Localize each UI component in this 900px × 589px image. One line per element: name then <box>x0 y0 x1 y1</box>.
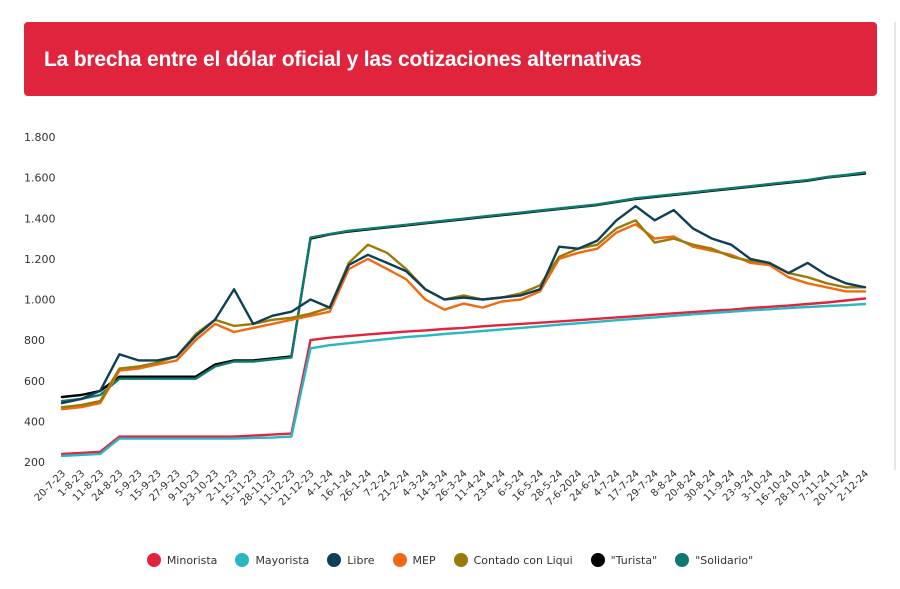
series-line-3 <box>60 223 867 411</box>
legend-marker <box>146 553 161 567</box>
legend-item-2[interactable]: Libre <box>327 553 375 567</box>
legend-item-1[interactable]: Mayorista <box>235 553 309 567</box>
y-tick-label: 1.400 <box>24 212 56 225</box>
series-lines <box>60 171 867 458</box>
title-banner: La brecha entre el dólar oficial y las c… <box>24 22 877 96</box>
series-line-4 <box>60 219 867 409</box>
series-line-1 <box>60 302 867 458</box>
legend-marker <box>235 553 250 567</box>
legend-marker <box>675 553 690 567</box>
line-chart: 200 400 600 800 1.000 1.200 1.400 1.600 1.800 20… <box>24 131 871 508</box>
y-axis: 200 400 600 800 1.000 1.200 1.400 1.600 1.800 <box>24 131 56 469</box>
panel-divider <box>894 22 896 470</box>
y-tick-label: 1.600 <box>24 172 56 185</box>
legend-marker <box>453 553 468 567</box>
legend-label: MEP <box>412 553 436 567</box>
legend-label: Contado con Liqui <box>473 553 573 567</box>
y-tick-label: 600 <box>24 375 45 388</box>
legend-marker <box>590 553 605 567</box>
y-tick-label: 200 <box>24 456 45 469</box>
legend-marker <box>327 553 342 567</box>
series-line-2 <box>60 204 867 405</box>
legend-label: "Turista" <box>610 553 658 567</box>
legend-marker <box>392 553 407 567</box>
legend-item-6[interactable]: "Solidario" <box>675 553 753 567</box>
chart-legend: Minorista Mayorista Libre MEP Contado con Li… <box>0 548 900 572</box>
legend-label: "Solidario" <box>695 553 754 567</box>
legend-item-3[interactable]: MEP <box>392 553 436 567</box>
y-tick-label: 1.800 <box>24 131 56 144</box>
y-tick-label: 1.000 <box>24 294 56 307</box>
y-tick-label: 400 <box>24 415 45 428</box>
y-tick-label: 1.200 <box>24 253 56 266</box>
legend-item-5[interactable]: "Turista" <box>590 553 658 567</box>
legend-label: Minorista <box>166 553 218 567</box>
y-tick-label: 800 <box>24 334 45 347</box>
series-line-0 <box>60 297 867 456</box>
legend-label: Libre <box>347 553 375 567</box>
series-line-6 <box>60 171 867 403</box>
legend-item-4[interactable]: Contado con Liqui <box>453 553 573 567</box>
series-line-5 <box>60 172 867 399</box>
x-axis: 20-7-231-8-2311-8-2324-8-235-9-2315-9-23… <box>33 468 871 508</box>
legend-label: Mayorista <box>255 553 310 567</box>
chart-title: La brecha entre el dólar oficial y las c… <box>44 48 642 71</box>
legend-item-0[interactable]: Minorista <box>146 553 218 567</box>
